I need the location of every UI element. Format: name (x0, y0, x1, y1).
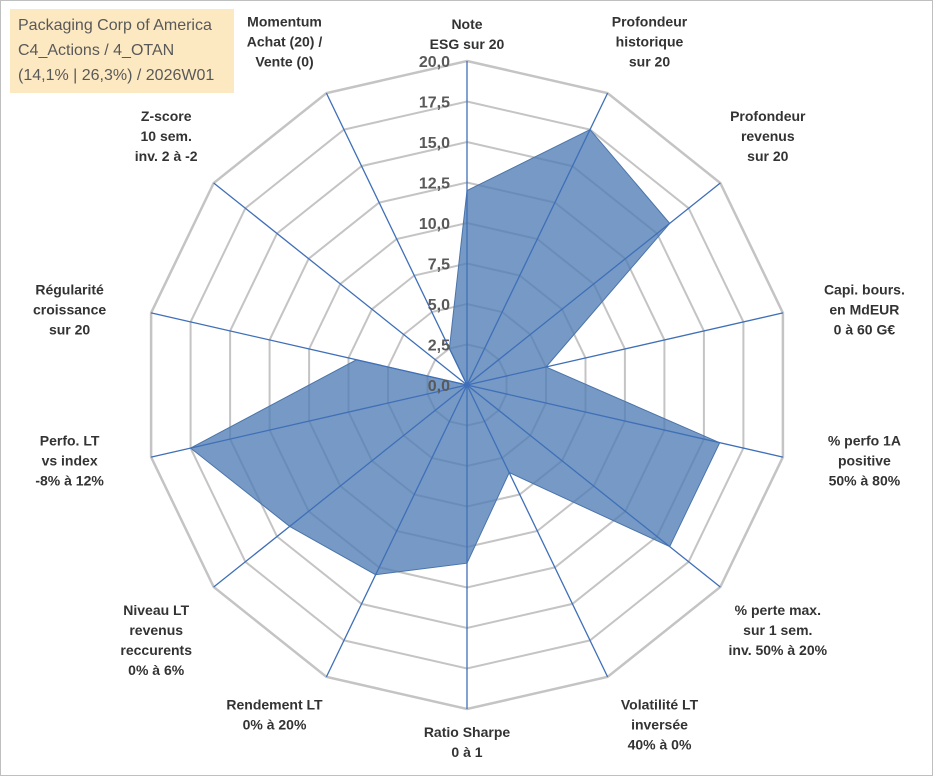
axis-label-line: Vente (0) (255, 54, 313, 70)
axis-spoke (213, 182, 468, 386)
axis-label-line: Achat (20) / (247, 34, 323, 50)
axis-spoke (466, 384, 721, 588)
axis-label-line: 40% à 0% (628, 736, 692, 752)
axis-label-line: sur 20 (629, 54, 670, 70)
axis-label-line: Z-score (141, 108, 192, 124)
tick-label: 5,0 (428, 297, 450, 314)
axis-spoke (150, 384, 468, 458)
axis-label-line: Régularité (35, 281, 104, 297)
axis-label-line: 0% à 6% (128, 662, 185, 678)
chart-title-box: Packaging Corp of America C4_Actions / 4… (10, 9, 234, 93)
axis-label-line: 0% à 20% (243, 716, 307, 732)
axis-label-line: 0 à 1 (451, 744, 482, 760)
tick-label: 20,0 (419, 54, 450, 71)
axis-label: Volatilité LT inversée 40% à 0% (621, 696, 699, 752)
axis-layer (150, 61, 784, 709)
axis-spoke (466, 92, 609, 386)
tick-layer: 0,0 2,5 5,0 7,5 10,0 12,5 15,0 17,5 20,0 (419, 54, 450, 395)
axis-label-line: revenus (129, 622, 183, 638)
axis-label: Profondeur revenus sur 20 (730, 108, 806, 164)
axis-label-line: vs index (42, 453, 98, 469)
label-layer: Note ESG sur 20 Profondeur historique sur 20… (33, 14, 905, 760)
axis-label-line: sur 1 sem. (743, 622, 812, 638)
axis-spoke (150, 312, 468, 386)
axis-label: Ratio Sharpe 0 à 1 (424, 724, 511, 760)
axis-label-line: % perte max. (735, 602, 821, 618)
axis-label-line: positive (838, 453, 891, 469)
axis-spoke (325, 384, 468, 678)
axis-label: Momentum Achat (20) / Vente (0) (247, 14, 323, 70)
tick-label: 17,5 (419, 95, 450, 112)
axis-label-line: % perfo 1A (828, 433, 901, 449)
axis-label: % perfo 1A positive 50% à 80% (828, 433, 901, 489)
axis-label-line: 0 à 60 G€ (834, 321, 896, 337)
axis-label-line: Note (451, 16, 482, 32)
axis-label: Capi. bours. en MdEUR 0 à 60 G€ (824, 281, 905, 337)
axis-spoke (325, 92, 468, 386)
axis-label-line: Ratio Sharpe (424, 724, 511, 740)
axis-label: % perte max. sur 1 sem. inv. 50% à 20% (729, 602, 828, 658)
axis-label-line: inversée (631, 716, 688, 732)
tick-label: 10,0 (419, 216, 450, 233)
title-line-3: (14,1% | 26,3%) / 2026W01 (18, 67, 215, 84)
title-line-2: C4_Actions / 4_OTAN (18, 42, 175, 59)
axis-label-line: inv. 50% à 20% (729, 642, 828, 658)
axis-label: Niveau LT revenus reccurents 0% à 6% (120, 602, 192, 678)
tick-label: 15,0 (419, 135, 450, 152)
axis-label-line: reccurents (120, 642, 192, 658)
axis-label-line: ESG sur 20 (430, 36, 505, 52)
axis-label: Perfo. LT vs index -8% à 12% (35, 433, 104, 489)
tick-label: 7,5 (428, 257, 450, 274)
title-line-1: Packaging Corp of America (18, 17, 212, 34)
axis-spoke (466, 384, 609, 678)
tick-label: 2,5 (428, 338, 450, 355)
axis-label-line: historique (616, 34, 684, 50)
axis-spoke (466, 384, 784, 458)
axis-label-line: Profondeur (612, 14, 688, 30)
axis-label: Z-score 10 sem. inv. 2 à -2 (135, 108, 198, 164)
tick-label: 12,5 (419, 176, 450, 193)
axis-label-line: Momentum (247, 14, 322, 30)
axis-label-line: Profondeur (730, 108, 806, 124)
axis-label: Note ESG sur 20 (430, 16, 505, 52)
axis-label-line: Rendement LT (226, 696, 323, 712)
axis-label-line: croissance (33, 301, 106, 317)
tick-label: 0,0 (428, 378, 450, 395)
axis-label-line: -8% à 12% (35, 473, 104, 489)
axis-label-line: revenus (741, 128, 795, 144)
axis-spoke (213, 384, 468, 588)
axis-label-line: 10 sem. (141, 128, 192, 144)
axis-label: Régularité croissance sur 20 (33, 281, 106, 337)
axis-label-line: Perfo. LT (40, 433, 100, 449)
axis-label-line: Niveau LT (123, 602, 189, 618)
axis-spoke (466, 182, 721, 386)
axis-label-line: sur 20 (49, 321, 90, 337)
axis-label-line: sur 20 (747, 148, 788, 164)
axis-label-line: Volatilité LT (621, 696, 699, 712)
axis-label: Rendement LT 0% à 20% (226, 696, 323, 732)
axis-spoke (466, 312, 784, 386)
axis-label-line: en MdEUR (829, 301, 899, 317)
axis-label-line: inv. 2 à -2 (135, 148, 198, 164)
axis-label: Profondeur historique sur 20 (612, 14, 688, 70)
axis-label-line: 50% à 80% (829, 473, 901, 489)
axis-label-line: Capi. bours. (824, 281, 905, 297)
